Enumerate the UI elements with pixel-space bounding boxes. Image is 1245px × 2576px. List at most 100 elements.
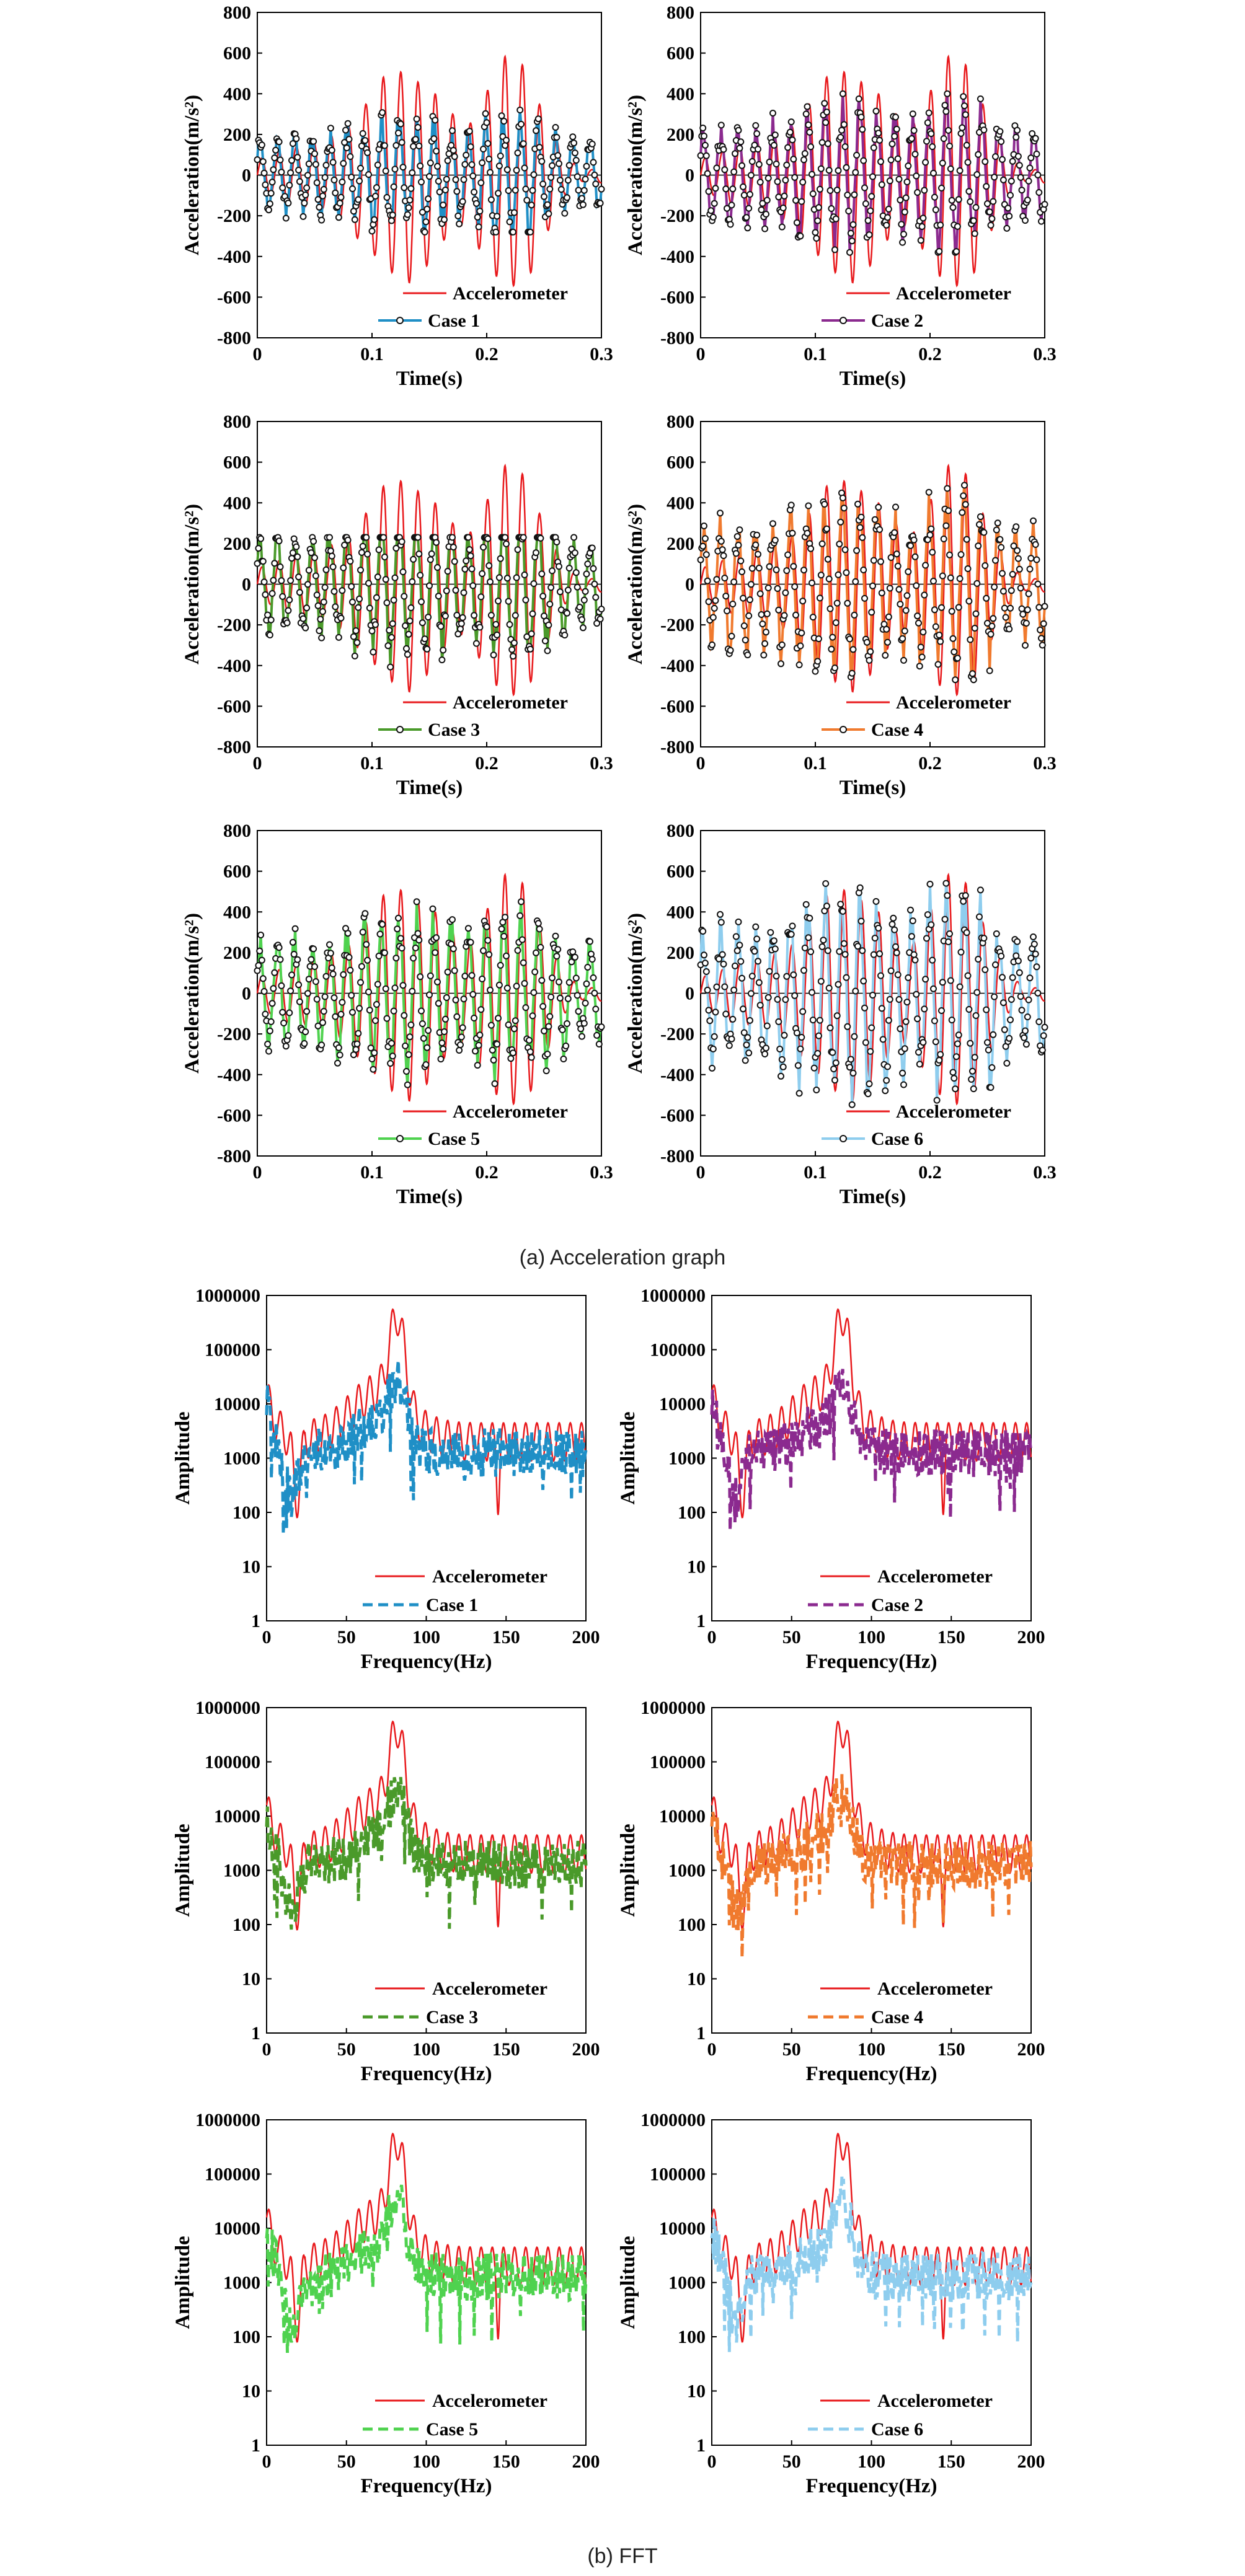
acc2-case-marker	[1034, 171, 1042, 179]
acc5-case-marker	[392, 955, 400, 962]
acc6-case-marker	[851, 1033, 858, 1040]
acc3-case-marker	[279, 593, 286, 600]
acc2-case-marker	[956, 167, 964, 174]
acc6-case-marker	[957, 948, 965, 956]
acc6-case-marker	[969, 1067, 976, 1075]
acc5-case-marker	[526, 1048, 534, 1056]
acc3-case-marker	[352, 627, 360, 634]
acc4-case-marker	[837, 518, 844, 526]
acc4-case-marker	[849, 646, 857, 653]
acc1-case-marker	[541, 193, 547, 200]
acc5-case-marker	[469, 990, 477, 998]
acc6-case-marker	[742, 1057, 749, 1064]
acc1-case-marker	[591, 171, 598, 179]
acc2-case-marker	[973, 171, 981, 179]
acc4-legend-marker-case	[840, 726, 847, 733]
acc2-case-marker	[960, 93, 967, 100]
acc6-case-marker	[699, 928, 707, 935]
acc3-y-tick-label: 0	[242, 575, 251, 595]
acc1-case-marker	[351, 216, 358, 223]
acc2-case-marker	[705, 188, 712, 195]
acc4-case-marker	[790, 563, 797, 570]
acc3-case-marker	[506, 621, 513, 628]
fft3-series-case	[265, 1776, 588, 1930]
acc4-case-marker	[964, 565, 972, 572]
acc4-case-marker	[1006, 625, 1013, 633]
acc6-case-marker	[840, 940, 848, 947]
acc4-legend-label-accelerometer: Accelerometer	[896, 692, 1011, 713]
acc6-case-marker	[856, 884, 864, 891]
acc6-case-marker	[852, 987, 859, 995]
fft6-y-tick-label: 10	[687, 2381, 706, 2402]
acc1-case-marker	[303, 184, 311, 192]
acc5-case-marker	[353, 1040, 361, 1048]
fft2-y-tick-label: 10000	[659, 1394, 706, 1414]
acc3-case-marker	[459, 614, 466, 621]
acc6-case-marker	[705, 1007, 712, 1014]
acc2-case-marker	[844, 192, 851, 199]
acc6-case-marker	[960, 898, 967, 905]
acc2-case-marker	[905, 162, 912, 170]
acc2-case-marker	[910, 127, 918, 134]
acc4-case-marker	[976, 521, 983, 528]
acc3-x-tick-label: 0	[253, 753, 262, 774]
acc2-case-marker	[701, 133, 707, 139]
acc1-case-marker	[355, 196, 362, 203]
acc4-case-marker	[758, 611, 765, 618]
acc3-case-marker	[574, 583, 581, 591]
acc2-case-marker	[825, 167, 833, 174]
acc2-case-marker	[965, 188, 973, 195]
acc6-case-marker	[722, 1010, 730, 1018]
acc2-case-marker	[745, 205, 753, 212]
acc5-case-marker	[456, 1047, 463, 1054]
acc3-case-marker	[402, 622, 409, 629]
acc4-case-marker	[843, 569, 850, 576]
acc2-case-marker	[737, 138, 745, 146]
acc4-case-marker	[1022, 642, 1029, 649]
acc5-case-marker	[335, 1044, 342, 1051]
acc5-case-marker	[312, 978, 319, 986]
acc5-y-tick-label: -600	[217, 1105, 251, 1126]
acc4-case-marker	[1038, 635, 1045, 642]
acc3-x-tick-label: 0.2	[475, 753, 498, 774]
acc3-case-marker	[403, 645, 410, 652]
acc5-case-marker	[290, 951, 298, 958]
acc5-case-marker	[541, 1027, 547, 1034]
acc3-case-marker	[528, 630, 535, 637]
acc5-case-marker	[394, 925, 401, 933]
acc2-case-marker	[732, 150, 738, 157]
acc4-case-marker	[859, 534, 866, 541]
acc6-case-marker	[709, 1064, 716, 1072]
acc1-case-marker	[498, 112, 505, 120]
acc1-case-marker	[405, 204, 412, 211]
acc3-case-marker	[337, 614, 345, 622]
fft3-series-accelerometer	[265, 1720, 587, 1931]
acc4-case-marker	[740, 594, 747, 602]
acc4-case-marker	[805, 502, 812, 509]
acc1-case-marker	[505, 187, 512, 194]
acc2-case-marker	[925, 109, 933, 117]
acc6-case-marker	[1027, 955, 1035, 962]
acc6-case-marker	[990, 1031, 997, 1038]
acc3-y-tick-label: -400	[217, 656, 251, 676]
acc2-case-marker	[738, 162, 746, 169]
acc6-case-marker	[919, 1039, 927, 1046]
acc2-y-tick-label: 600	[667, 43, 694, 64]
acc3-y-tick-label: 600	[223, 452, 251, 473]
acc4-case-marker	[937, 638, 944, 645]
acc3-case-marker	[544, 647, 551, 655]
acc2-case-marker	[702, 152, 710, 159]
acc6-case-marker	[860, 977, 867, 985]
acc1-case-marker	[260, 169, 268, 177]
acc1-case-marker	[483, 119, 490, 126]
acc2-case-marker	[891, 133, 898, 140]
acc6-case-marker	[751, 948, 758, 955]
acc3-case-marker	[484, 535, 492, 542]
acc4-case-marker	[728, 632, 735, 640]
acc4-case-marker	[877, 558, 884, 565]
acc6-case-marker	[813, 1087, 820, 1093]
acc3-case-marker	[510, 653, 516, 660]
acc5-case-marker	[260, 988, 268, 995]
